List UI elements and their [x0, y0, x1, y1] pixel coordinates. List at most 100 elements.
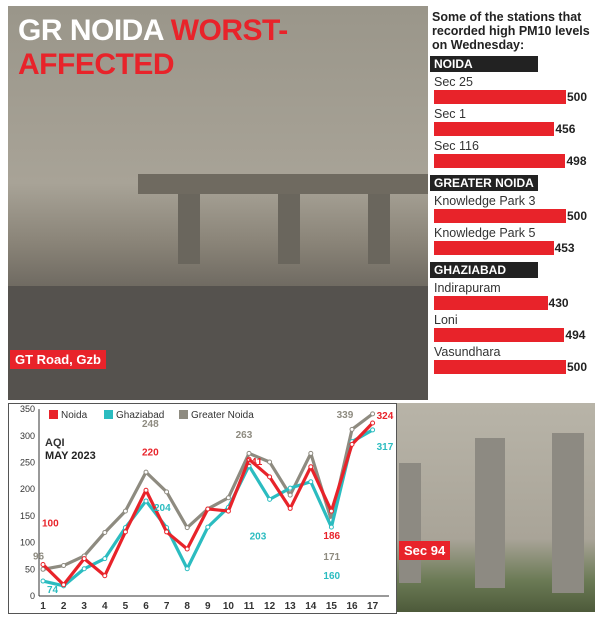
aqi-chart: 0 50 100 150 200 250 300 350 1 2 3 4 5 6 7 8 9 10 11 12 13 14… [8, 403, 397, 614]
tower [475, 438, 505, 588]
data-point [370, 411, 376, 417]
data-point [225, 508, 231, 514]
sec94-photo: Sec 94 [397, 403, 595, 612]
y-tick-label: 150 [20, 511, 35, 521]
x-tick-label: 8 [184, 601, 190, 612]
data-label: 160 [323, 571, 340, 582]
legend-swatch [179, 410, 188, 419]
data-label: 317 [377, 442, 394, 453]
station-name: Sec 25 [434, 75, 473, 89]
data-label: 100 [42, 518, 59, 529]
data-label: 248 [142, 419, 159, 430]
data-point [246, 456, 252, 462]
station-bar-row: 494 [434, 327, 600, 343]
station-value: 498 [566, 154, 587, 168]
data-point [40, 561, 46, 567]
station-value: 500 [567, 90, 588, 104]
station-bar-row: 498 [434, 153, 600, 169]
headline-part2: WORST-AFFECTED [18, 14, 288, 81]
data-point [122, 529, 128, 535]
station-bar [434, 241, 554, 255]
station-name: Sec 116 [434, 139, 479, 153]
headline: GR NOIDA WORST-AFFECTED [18, 14, 428, 82]
data-point [61, 582, 67, 588]
station-name: Vasundhara [434, 345, 501, 359]
x-tick-label: 17 [367, 601, 379, 612]
x-tick-label: 14 [305, 601, 317, 612]
station-bar-row: 456 [434, 121, 600, 137]
data-label: 324 [377, 411, 394, 422]
tower [399, 463, 421, 583]
station-groups: NOIDA Sec 25 500 Sec 1 456 Sec 116 498 GREATER … [430, 52, 600, 375]
station-bar [434, 328, 565, 342]
station-value: 500 [567, 209, 588, 223]
station-value: 456 [555, 122, 576, 136]
sidebar-intro: Some of the stations that recorded high … [432, 10, 590, 52]
data-point [122, 508, 128, 514]
photo-caption: GT Road, Gzb [10, 350, 106, 369]
data-point [40, 578, 46, 584]
y-tick-label: 200 [20, 484, 35, 494]
station-bar-row: 500 [434, 359, 600, 375]
station-bar [434, 209, 566, 223]
station-value: 430 [548, 296, 569, 310]
legend-label: Ghaziabad [116, 410, 164, 421]
gt-road-photo: GR NOIDA WORST-AFFECTED GT Road, Gzb [8, 6, 428, 400]
data-point [225, 495, 231, 501]
data-point [308, 450, 314, 456]
data-point [164, 489, 170, 495]
data-point [349, 441, 355, 447]
x-tick-label: 11 [244, 601, 255, 612]
data-point [143, 487, 149, 493]
data-label: 186 [323, 531, 340, 542]
section-header: NOIDA [430, 56, 538, 72]
x-tick-label: 16 [346, 601, 358, 612]
legend-label: Noida [61, 410, 88, 421]
headline-part1: GR NOIDA [18, 14, 163, 47]
data-point [184, 566, 190, 572]
station-value: 500 [567, 360, 588, 374]
legend-label: Greater Noida [191, 410, 254, 421]
data-point [102, 556, 108, 562]
y-tick-label: 300 [20, 431, 35, 441]
station-bar-row: 500 [434, 89, 600, 105]
station-bar-row: 453 [434, 240, 600, 256]
station-name: Knowledge Park 3 [434, 194, 536, 208]
road [8, 286, 428, 400]
data-point [61, 563, 67, 569]
y-tick-label: 100 [20, 538, 35, 548]
station-bar-row: 430 [434, 295, 600, 311]
data-point [81, 566, 87, 572]
pm10-sidebar: Some of the stations that recorded high … [430, 0, 600, 400]
data-label: 74 [47, 585, 59, 596]
data-point [184, 525, 190, 531]
section-header: GREATER NOIDA [430, 175, 538, 191]
data-point [370, 427, 376, 433]
data-point [143, 498, 149, 504]
station-bar-row: 500 [434, 208, 600, 224]
data-point [370, 420, 376, 426]
data-point [287, 505, 293, 511]
data-point [308, 479, 314, 485]
x-tick-label: 9 [205, 601, 211, 612]
data-label: 96 [33, 551, 45, 562]
data-point [143, 469, 149, 475]
station-bar [434, 154, 566, 168]
data-point [349, 426, 355, 432]
station-name: Sec 1 [434, 107, 466, 121]
data-point [81, 556, 87, 562]
data-point [287, 492, 293, 498]
x-tick-label: 1 [40, 601, 46, 612]
data-point [205, 524, 211, 530]
data-label: 171 [323, 552, 340, 563]
chart-subtitle: MAY 2023 [45, 450, 96, 462]
data-point [287, 485, 293, 491]
x-tick-label: 5 [123, 601, 129, 612]
data-point [246, 450, 252, 456]
data-label: 263 [236, 430, 253, 441]
pillar [368, 194, 390, 264]
data-label: 203 [250, 531, 267, 542]
station-value: 494 [565, 328, 586, 342]
photo-caption: Sec 94 [399, 541, 451, 560]
